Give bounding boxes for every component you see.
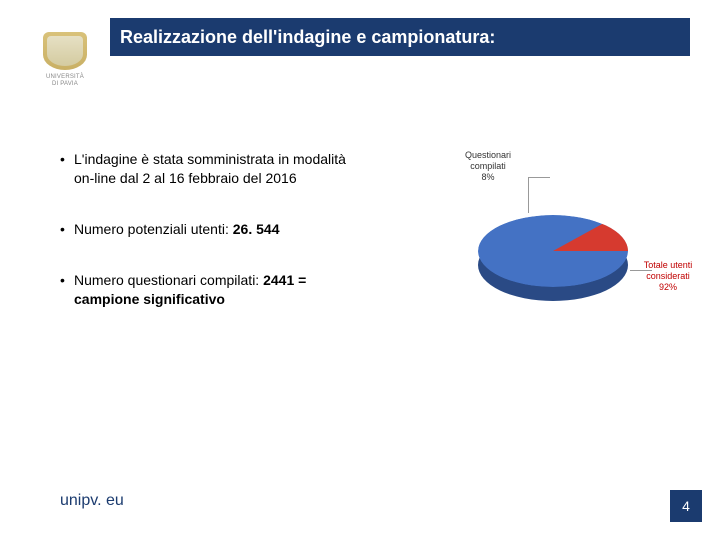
pie-body: [478, 215, 628, 365]
bullet-text: L'indagine è stata somministrata in moda…: [74, 150, 360, 188]
page-title: Realizzazione dell'indagine e campionatu…: [120, 27, 495, 48]
logo-text: UNIVERSITÀ DI PAVIA: [46, 74, 84, 87]
footer-url: unipv. eu: [60, 492, 124, 510]
title-bar: Realizzazione dell'indagine e campionatu…: [110, 18, 690, 56]
logo-shield-icon: [43, 32, 87, 70]
slice-percent: 92%: [659, 282, 677, 292]
bullet-dot-icon: •: [60, 150, 74, 169]
bullet-prefix: Numero questionari compilati:: [74, 272, 263, 288]
slice-label-large: Totale utenti considerati 92%: [628, 260, 708, 292]
page-number: 4: [670, 490, 702, 522]
pie-chart: Questionari compilati 8% Totale utenti c…: [410, 150, 690, 360]
leader-line-icon: [528, 177, 550, 213]
bullet-dot-icon: •: [60, 271, 74, 290]
bullet-text: Numero questionari compilati: 2441 = cam…: [74, 271, 360, 309]
slice-label-small: Questionari compilati 8%: [465, 150, 511, 182]
slice-label-line1: Totale utenti: [644, 260, 693, 270]
logo-line2: DI PAVIA: [52, 81, 78, 87]
slice-label-line1: Questionari: [465, 150, 511, 160]
pie-top: [478, 215, 628, 287]
bullet-text: Numero potenziali utenti: 26. 544: [74, 220, 360, 239]
bullet-prefix: L'indagine è stata somministrata in moda…: [74, 151, 346, 186]
slice-percent: 8%: [482, 172, 495, 182]
bullet-item: • Numero questionari compilati: 2441 = c…: [60, 271, 360, 309]
bullet-dot-icon: •: [60, 220, 74, 239]
logo-line1: UNIVERSITÀ: [46, 74, 84, 80]
bullet-item: • Numero potenziali utenti: 26. 544: [60, 220, 360, 239]
slice-label-line2: compilati: [470, 161, 506, 171]
university-logo: UNIVERSITÀ DI PAVIA: [35, 20, 95, 100]
bullet-item: • L'indagine è stata somministrata in mo…: [60, 150, 360, 188]
bullet-bold: 26. 544: [233, 221, 280, 237]
bullet-prefix: Numero potenziali utenti:: [74, 221, 233, 237]
bullet-list: • L'indagine è stata somministrata in mo…: [60, 150, 360, 340]
slice-label-line2: considerati: [646, 271, 690, 281]
